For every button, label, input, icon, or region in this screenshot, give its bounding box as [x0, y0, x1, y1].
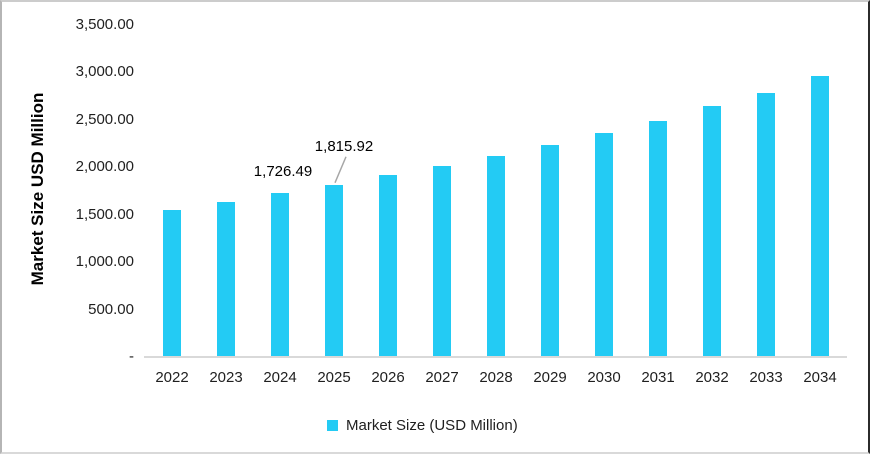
bar-2027 — [433, 165, 451, 356]
bar-2031 — [649, 120, 667, 356]
data-label-2024: 1,726.49 — [253, 163, 313, 181]
bar-2032 — [703, 106, 721, 356]
x-tick-label: 2028 — [479, 369, 513, 386]
x-axis-line — [144, 356, 847, 358]
x-tick-label: 2033 — [749, 369, 783, 386]
bar-2029 — [541, 144, 559, 356]
bar-2028 — [487, 155, 505, 356]
bar-2025 — [325, 184, 343, 356]
x-tick-label: 2026 — [371, 369, 405, 386]
bar-2030 — [595, 133, 613, 356]
legend-swatch-icon — [327, 420, 338, 431]
bar-2023 — [217, 201, 235, 356]
bar-2024 — [271, 193, 289, 356]
bar-2034 — [811, 76, 829, 356]
legend: Market Size (USD Million) — [327, 417, 518, 434]
y-tick-label: 3,000.00 — [75, 63, 134, 81]
y-tick-label: - — [129, 348, 134, 365]
x-tick-label: 2031 — [641, 369, 675, 386]
x-tick-label: 2027 — [425, 369, 459, 386]
bar-2033 — [757, 92, 775, 356]
x-tick-label: 2022 — [155, 369, 189, 386]
bar-2026 — [379, 175, 397, 356]
bar-2022 — [163, 209, 181, 356]
y-tick-label: 1,500.00 — [75, 205, 134, 223]
y-tick-label: 3,500.00 — [75, 16, 134, 33]
x-tick-label: 2024 — [263, 369, 297, 386]
data-label-2025: 1,815.92 — [314, 137, 374, 155]
y-tick-label: 1,000.00 — [75, 253, 134, 271]
x-tick-label: 2032 — [695, 369, 729, 386]
x-tick-label: 2023 — [209, 369, 243, 386]
legend-label: Market Size (USD Million) — [346, 417, 518, 434]
y-tick-label: 2,000.00 — [75, 158, 134, 176]
x-tick-label: 2034 — [803, 369, 837, 386]
x-tick-label: 2025 — [317, 369, 351, 386]
leader-line — [334, 156, 347, 184]
x-tick-label: 2029 — [533, 369, 567, 386]
x-tick-label: 2030 — [587, 369, 621, 386]
y-tick-label: 2,500.00 — [75, 110, 134, 128]
y-tick-label: 500.00 — [88, 300, 134, 318]
